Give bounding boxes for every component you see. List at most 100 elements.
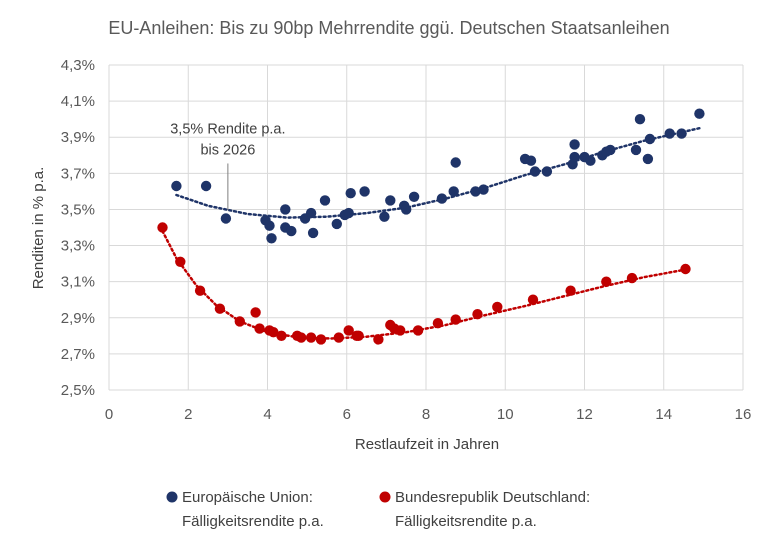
data-point-de <box>601 276 612 287</box>
y-axis-title: Renditen in % p.a. <box>30 167 47 290</box>
data-point-eu <box>319 195 331 206</box>
data-point-de <box>492 301 503 313</box>
annotation-text-line-1: 3,5% Rendite p.a. <box>170 121 285 137</box>
legend-label-de-line-1: Bundesrepublik Deutschland: <box>395 489 590 506</box>
y-tick-label: 2,7% <box>61 346 95 363</box>
data-point-de <box>157 222 168 233</box>
data-point-eu <box>200 180 212 192</box>
data-point-eu <box>694 108 705 119</box>
x-tick-label: 0 <box>105 406 113 423</box>
data-point-eu <box>450 157 461 168</box>
legend-label-de-line-2: Fälligkeitsrendite p.a. <box>395 513 537 530</box>
annotation-text-line-2: bis 2026 <box>200 142 255 158</box>
data-point-de <box>175 256 186 267</box>
chart-title: EU-Anleihen: Bis zu 90bp Mehrrendite ggü… <box>108 18 669 38</box>
legend-marker-eu <box>166 491 178 503</box>
data-point-de <box>194 285 206 296</box>
legend-item-de: Bundesrepublik Deutschland: Fälligkeitsr… <box>379 489 590 530</box>
data-point-eu <box>630 144 642 156</box>
data-point-eu <box>408 191 420 202</box>
data-point-de <box>626 272 638 284</box>
data-point-de <box>268 327 279 338</box>
data-point-eu <box>379 211 390 222</box>
data-point-eu <box>634 114 646 125</box>
x-tick-label: 6 <box>343 406 351 423</box>
data-point-de <box>353 330 364 341</box>
y-tick-label: 3,5% <box>61 201 95 218</box>
y-tick-label: 4,3% <box>61 57 95 74</box>
y-tick-label: 2,9% <box>61 310 95 327</box>
data-point-eu <box>569 151 580 163</box>
data-point-de <box>343 325 354 336</box>
x-tick-label: 10 <box>497 406 514 423</box>
x-tick-label: 2 <box>184 406 192 423</box>
data-point-eu <box>286 225 297 237</box>
data-point-eu <box>529 166 541 177</box>
x-tick-label: 4 <box>263 406 271 423</box>
data-point-de <box>412 325 424 336</box>
x-tick-label: 12 <box>576 406 593 423</box>
data-point-eu <box>385 195 396 206</box>
y-tick-label: 3,3% <box>61 238 95 255</box>
data-point-de <box>527 294 539 305</box>
data-point-eu <box>343 207 354 219</box>
data-point-eu <box>280 204 291 215</box>
y-tick-label: 4,1% <box>61 93 95 110</box>
data-point-de <box>450 314 461 325</box>
data-point-eu <box>605 144 616 156</box>
x-axis-title: Restlaufzeit in Jahren <box>355 436 499 453</box>
data-point-de <box>472 309 483 320</box>
data-point-eu <box>541 166 553 177</box>
data-point-de <box>234 316 245 327</box>
data-point-de <box>276 330 287 341</box>
data-point-eu <box>676 128 687 139</box>
data-point-eu <box>470 186 481 197</box>
data-point-eu <box>359 186 370 197</box>
data-point-eu <box>525 155 537 166</box>
data-point-de <box>214 303 226 314</box>
data-point-eu <box>264 220 275 231</box>
legend-marker-de <box>379 491 391 503</box>
data-point-de <box>254 323 265 334</box>
legend-label-eu-line-2: Fälligkeitsrendite p.a. <box>182 513 324 530</box>
annotation: 3,5% Rendite p.a. bis 2026 <box>170 121 286 211</box>
data-point-eu <box>478 184 489 195</box>
data-point-de <box>305 332 317 343</box>
data-point-de <box>315 334 327 345</box>
data-point-eu <box>220 213 232 224</box>
data-points <box>157 108 705 345</box>
y-tick-label: 3,1% <box>61 274 95 291</box>
data-point-de <box>333 332 344 343</box>
data-point-eu <box>345 188 356 199</box>
x-tick-label: 16 <box>735 406 752 423</box>
data-point-eu <box>331 218 342 230</box>
data-point-eu <box>266 233 277 244</box>
data-point-eu <box>664 128 675 139</box>
data-point-eu <box>644 133 656 145</box>
trendline-de <box>161 229 685 340</box>
tick-labels: 2,5% 2,7% 2,9% 3,1% 3,3% 3,5% 3,7% 3,9% 4,1% 4,3%… <box>61 57 752 423</box>
data-point-eu <box>305 207 317 219</box>
data-point-eu <box>585 155 596 166</box>
data-point-eu <box>401 204 412 215</box>
data-point-de <box>432 318 444 329</box>
x-tick-label: 14 <box>655 406 672 423</box>
data-point-de <box>250 307 261 318</box>
legend-label-eu-line-1: Europäische Union: <box>182 489 313 506</box>
data-point-de <box>680 263 691 275</box>
legend-item-eu: Europäische Union: Fälligkeitsrendite p.… <box>166 489 324 530</box>
x-tick-label: 8 <box>422 406 430 423</box>
y-tick-label: 2,5% <box>61 382 95 399</box>
data-point-de <box>373 334 384 345</box>
data-point-eu <box>171 180 182 192</box>
data-point-eu <box>307 227 319 239</box>
trendlines <box>161 126 701 340</box>
data-point-de <box>395 325 406 336</box>
data-point-eu <box>448 186 459 197</box>
gridlines <box>108 64 744 391</box>
data-point-de <box>565 285 576 296</box>
y-tick-label: 3,7% <box>61 165 95 182</box>
data-point-eu <box>436 193 448 204</box>
